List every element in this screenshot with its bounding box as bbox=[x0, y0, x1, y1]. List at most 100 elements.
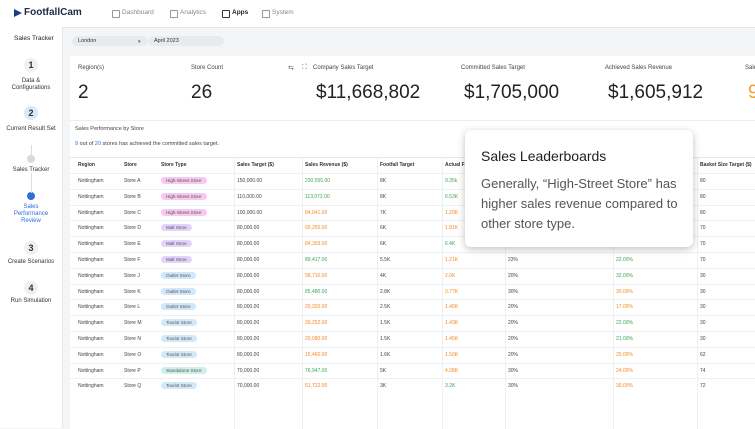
table-cell: Nottingham bbox=[78, 304, 104, 311]
step-label[interactable]: Create Scenarios bbox=[7, 259, 55, 265]
table-cell: 1.21K bbox=[445, 257, 459, 263]
step-dot[interactable] bbox=[27, 192, 35, 200]
kpi-value: $1,705,000 bbox=[464, 82, 560, 103]
kpi-icon[interactable]: ⇆ bbox=[288, 65, 294, 72]
kpi-card: Region(s) 2 Store Count 26 Company Sales Tar… bbox=[70, 56, 755, 120]
step-marker[interactable]: 3 bbox=[24, 241, 38, 255]
step-label[interactable]: Sales Performance Review bbox=[13, 204, 49, 224]
table-cell: Store M bbox=[124, 320, 142, 327]
column-header: Sales Target ($) bbox=[237, 162, 274, 168]
column-header: Region bbox=[78, 162, 95, 168]
table-cell: 6K bbox=[380, 241, 387, 248]
nav-item[interactable]: Dashboard bbox=[122, 9, 154, 16]
row-rule bbox=[70, 236, 755, 238]
table-cell: 20% bbox=[508, 272, 519, 279]
step-line bbox=[31, 173, 32, 193]
step-label[interactable]: Sales Tracker bbox=[12, 167, 50, 173]
table-cell: Nottingham bbox=[78, 320, 104, 327]
nav-icon[interactable] bbox=[222, 10, 230, 18]
kpi-label: Sales bbox=[745, 65, 755, 71]
table-cell: Nottingham bbox=[78, 241, 104, 248]
table-cell: 113,072.00 bbox=[305, 193, 330, 200]
step-label[interactable]: Run Simulation bbox=[10, 298, 52, 304]
table-cell: 6K bbox=[380, 225, 387, 232]
table-cell: 80,000.00 bbox=[237, 351, 260, 358]
row-rule bbox=[70, 220, 755, 222]
table-cell: 70 bbox=[700, 225, 706, 232]
table-cell: 70,000.00 bbox=[237, 367, 260, 374]
step-label[interactable]: Current Result Set bbox=[6, 126, 56, 132]
sidebar-title: Sales Tracker bbox=[14, 35, 54, 42]
table-cell: 7K bbox=[380, 209, 387, 216]
table-cell: 3K bbox=[380, 383, 387, 390]
table-cell: 4.08K bbox=[445, 367, 459, 374]
table-cell: 5.5K bbox=[380, 257, 391, 263]
nav-item[interactable]: Analytics bbox=[180, 9, 207, 16]
region-filter[interactable]: London bbox=[72, 36, 148, 46]
table-cell: 58,710.00 bbox=[305, 272, 328, 279]
table-cell: 80 bbox=[700, 193, 706, 200]
summary-part: 9 bbox=[75, 141, 79, 147]
table-card: Sales Performance by Store 9 out of 20 st… bbox=[70, 120, 755, 429]
table-cell: Nottingham bbox=[78, 225, 104, 232]
table-cell: Store J bbox=[124, 272, 140, 279]
kpi-icon[interactable]: ⛶ bbox=[302, 64, 307, 71]
tooltip-title: Sales Leaderboards bbox=[481, 148, 607, 164]
column-header: Store Type bbox=[161, 162, 187, 168]
table-cell: Store B bbox=[124, 193, 141, 200]
row-rule bbox=[70, 362, 755, 364]
section-title: Sales Performance by Store bbox=[75, 126, 144, 132]
month-filter[interactable]: April 2023 bbox=[148, 36, 224, 46]
column-header: Sales Revenue ($) bbox=[305, 162, 348, 168]
kpi-value: $1,605,912 bbox=[608, 82, 704, 103]
table-cell: Nottingham bbox=[78, 257, 104, 263]
table-cell: 39,252.00 bbox=[305, 320, 328, 327]
row-rule bbox=[70, 173, 755, 174]
table-cell: 70,000.00 bbox=[237, 383, 260, 390]
table-cell: Store K bbox=[124, 288, 141, 295]
table-cell: 20.00% bbox=[616, 351, 633, 358]
table-cell: Store D bbox=[124, 225, 141, 232]
table-cell: Store P bbox=[124, 367, 141, 374]
nav-item[interactable]: System bbox=[272, 9, 294, 16]
table-cell: 1.46K bbox=[445, 304, 459, 311]
table-cell: 15,460.00 bbox=[305, 351, 328, 358]
table-cell: 30.00% bbox=[616, 288, 633, 295]
row-rule bbox=[70, 299, 755, 301]
table-cell: 9.35k bbox=[445, 178, 458, 184]
table-cell: 4K bbox=[380, 272, 387, 279]
row-rule bbox=[70, 378, 755, 380]
store-type-pill: Standalone Store bbox=[161, 366, 207, 374]
table-cell: 30 bbox=[700, 272, 706, 279]
step-label[interactable]: Data & Configurations bbox=[11, 78, 51, 91]
store-type-pill: Mall Store bbox=[161, 256, 192, 263]
table-cell: 62 bbox=[700, 351, 706, 358]
table-cell: Nottingham bbox=[78, 383, 104, 390]
table-cell: 6.53K bbox=[445, 193, 459, 200]
step-marker[interactable]: 4 bbox=[24, 281, 38, 295]
table-cell: Store Q bbox=[124, 383, 142, 390]
table-cell: 100,000.00 bbox=[237, 209, 263, 216]
table-cell: Nottingham bbox=[78, 209, 104, 216]
tooltip: Sales Leaderboards Generally, “High-Stre… bbox=[465, 130, 693, 247]
table-cell: 5K bbox=[380, 367, 387, 374]
step-marker[interactable]: 1 bbox=[24, 58, 38, 72]
table-cell: 30 bbox=[700, 304, 706, 311]
table-cell: 2.5K bbox=[380, 304, 391, 311]
step-dot[interactable] bbox=[27, 155, 35, 163]
sidebar: Sales Tracker 1 Data & Configurations 2 Curr… bbox=[0, 27, 63, 428]
kpi-value: $11,668,802 bbox=[316, 82, 421, 103]
tooltip-body: Generally, “High-Street Store” has highe… bbox=[481, 176, 678, 231]
nav-item[interactable]: Apps bbox=[232, 9, 249, 16]
step-marker[interactable]: 2 bbox=[24, 106, 38, 120]
table-cell: 89,417.00 bbox=[305, 257, 328, 263]
nav-icon[interactable] bbox=[262, 10, 270, 18]
table-cell: 30% bbox=[508, 367, 519, 374]
nav-icon[interactable] bbox=[170, 10, 178, 18]
nav-icon[interactable] bbox=[112, 10, 120, 18]
store-type-pill: Tourist Store bbox=[161, 382, 197, 390]
header-rule bbox=[70, 157, 755, 158]
table-cell: Nottingham bbox=[78, 178, 104, 184]
table-cell: Store O bbox=[124, 351, 142, 358]
table-cell: 76,947.00 bbox=[305, 367, 328, 374]
